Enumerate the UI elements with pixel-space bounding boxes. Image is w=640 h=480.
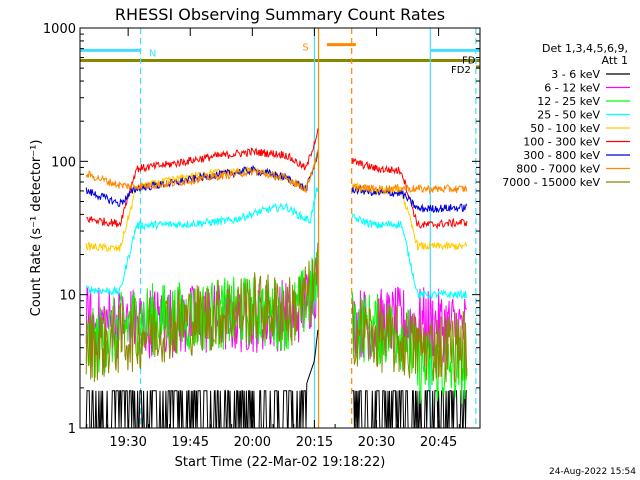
series-line-4 (85, 187, 467, 300)
footer-timestamp: 24-Aug-2022 15:54 (549, 467, 636, 477)
y-tick-label: 100 (51, 155, 76, 170)
x-tick-label: 20:00 (234, 435, 271, 450)
x-tick-label: 20:45 (420, 435, 457, 450)
x-tick-label: 19:45 (172, 435, 209, 450)
legend-label: 50 - 100 keV (530, 122, 600, 135)
legend-label: 25 - 50 keV (537, 109, 600, 122)
plot-frame (79, 27, 481, 429)
x-tick-label: 20:15 (296, 435, 333, 450)
legend-label: 12 - 25 keV (537, 95, 600, 108)
x-axis-label: Start Time (22-Mar-02 19:18:22) (175, 455, 386, 470)
flag-label-fd2: FD2 (451, 65, 471, 76)
y-tick-label: 10 (59, 289, 76, 304)
legend-header: Det 1,3,4,5,6,9, (542, 42, 628, 55)
x-tick-label: 20:30 (358, 435, 395, 450)
legend-label: 100 - 300 keV (523, 136, 600, 149)
legend-header: Att 1 (602, 54, 628, 67)
series-line-8 (85, 149, 468, 195)
flag-label-n: N (149, 48, 156, 59)
y-tick-label: 1 (68, 422, 76, 437)
legend-label: 3 - 6 keV (551, 68, 600, 81)
chart-title: RHESSI Observing Summary Count Rates (115, 5, 445, 24)
legend-label: 6 - 12 keV (544, 82, 600, 95)
y-axis-label: Count Rate (s⁻¹ detector⁻¹) (29, 140, 44, 317)
series-line-9 (85, 242, 468, 383)
y-tick-label: 1000 (43, 22, 76, 37)
flag-label-s: S (302, 43, 308, 54)
flag-label-fd: FD (462, 56, 476, 67)
x-tick-label: 19:30 (109, 435, 146, 450)
legend-label: 7000 - 15000 keV (502, 176, 600, 189)
legend-label: 800 - 7000 keV (516, 163, 600, 176)
legend-label: 300 - 800 keV (523, 149, 600, 162)
